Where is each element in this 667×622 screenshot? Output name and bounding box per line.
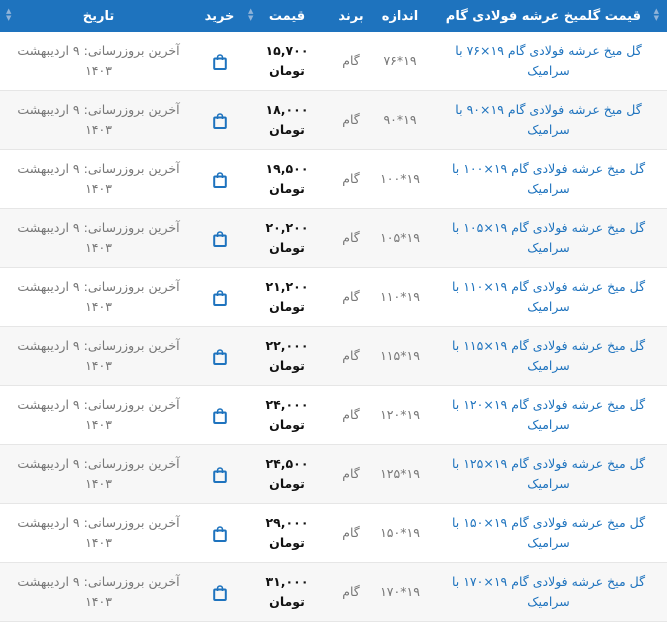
buy-button[interactable] xyxy=(197,503,242,563)
product-link[interactable]: گل میخ عرشه فولادی گام ۱۹×۱۵۰ با سرامیک xyxy=(430,503,667,563)
buy-button[interactable] xyxy=(197,562,242,622)
size-cell: ۱۹*۱۰۵ xyxy=(370,208,430,268)
date-cell: آخرین بروزرسانی: ۹ اردیبهشت ۱۴۰۳ xyxy=(0,326,197,386)
shopping-bag-icon xyxy=(212,584,227,601)
column-header-price[interactable]: ▲ ▼ قیمت xyxy=(242,0,332,32)
price-cell: ۲۲,۰۰۰ تومان xyxy=(242,326,332,386)
product-link[interactable]: گل میخ عرشه فولادی گام ۱۹×۱۲۰ با سرامیک xyxy=(430,385,667,445)
product-link[interactable]: گل میخ عرشه فولادی گام ۱۹×۱۲۵ با سرامیک xyxy=(430,444,667,504)
shopping-bag-icon xyxy=(212,525,227,542)
date-cell: آخرین بروزرسانی: ۹ اردیبهشت ۱۴۰۳ xyxy=(0,267,197,327)
price-cell: ۲۹,۰۰۰ تومان xyxy=(242,503,332,563)
table-row: گل میخ عرشه فولادی گام ۱۹×۱۰۵ با سرامیک … xyxy=(0,208,667,268)
brand-cell: گام xyxy=(332,444,370,504)
size-cell: ۱۹*۱۱۵ xyxy=(370,326,430,386)
product-link[interactable]: گل میخ عرشه فولادی گام ۱۹×۱۱۰ با سرامیک xyxy=(430,267,667,327)
date-cell: آخرین بروزرسانی: ۹ اردیبهشت ۱۴۰۳ xyxy=(0,149,197,209)
buy-button[interactable] xyxy=(197,326,242,386)
product-link[interactable]: گل میخ عرشه فولادی گام ۱۹×۱۷۰ با سرامیک xyxy=(430,562,667,622)
column-header-name[interactable]: ▲ ▼ قیمت گلمیخ عرشه فولادی گام xyxy=(430,0,667,32)
table-row: گل میخ عرشه فولادی گام ۱۹×۱۱۵ با سرامیک … xyxy=(0,326,667,386)
brand-cell: گام xyxy=(332,562,370,622)
size-cell: ۱۹*۱۵۰ xyxy=(370,503,430,563)
price-cell: ۱۹,۵۰۰ تومان xyxy=(242,149,332,209)
buy-button[interactable] xyxy=(197,90,242,150)
column-header-brand[interactable]: برند xyxy=(332,0,370,32)
date-cell: آخرین بروزرسانی: ۹ اردیبهشت ۱۴۰۳ xyxy=(0,385,197,445)
price-cell: ۲۰,۲۰۰ تومان xyxy=(242,208,332,268)
sort-icon: ▲ ▼ xyxy=(6,7,12,22)
table-row: گل میخ عرشه فولادی گام ۱۹×۱۵۰ با سرامیک … xyxy=(0,503,667,563)
brand-cell: گام xyxy=(332,503,370,563)
size-cell: ۱۹*۱۷۰ xyxy=(370,562,430,622)
sort-icon: ▲ ▼ xyxy=(248,7,254,22)
buy-button[interactable] xyxy=(197,149,242,209)
brand-cell: گام xyxy=(332,267,370,327)
size-cell: ۱۹*۷۶ xyxy=(370,32,430,91)
brand-cell: گام xyxy=(332,385,370,445)
brand-cell: گام xyxy=(332,90,370,150)
brand-cell: گام xyxy=(332,32,370,91)
product-link[interactable]: گل میخ عرشه فولادی گام ۱۹×۹۰ با سرامیک xyxy=(430,90,667,150)
brand-cell: گام xyxy=(332,208,370,268)
column-header-date[interactable]: ▲ ▼ تاریخ xyxy=(0,0,197,32)
buy-button[interactable] xyxy=(197,208,242,268)
table-row: گل میخ عرشه فولادی گام ۱۹×۷۶ با سرامیک ۱… xyxy=(0,32,667,91)
column-header-buy: خرید xyxy=(197,0,242,32)
shopping-bag-icon xyxy=(212,230,227,247)
brand-cell: گام xyxy=(332,326,370,386)
table-row: گل میخ عرشه فولادی گام ۱۹×۱۲۰ با سرامیک … xyxy=(0,385,667,445)
price-cell: ۲۴,۰۰۰ تومان xyxy=(242,385,332,445)
size-cell: ۱۹*۱۰۰ xyxy=(370,149,430,209)
product-link[interactable]: گل میخ عرشه فولادی گام ۱۹×۱۱۵ با سرامیک xyxy=(430,326,667,386)
shopping-bag-icon xyxy=(212,53,227,70)
shopping-bag-icon xyxy=(212,466,227,483)
date-cell: آخرین بروزرسانی: ۹ اردیبهشت ۱۴۰۳ xyxy=(0,208,197,268)
product-link[interactable]: گل میخ عرشه فولادی گام ۱۹×۷۶ با سرامیک xyxy=(430,32,667,91)
shopping-bag-icon xyxy=(212,407,227,424)
size-cell: ۱۹*۱۲۰ xyxy=(370,385,430,445)
buy-button[interactable] xyxy=(197,385,242,445)
shopping-bag-icon xyxy=(212,348,227,365)
column-header-size[interactable]: اندازه xyxy=(370,0,430,32)
price-cell: ۳۱,۰۰۰ تومان xyxy=(242,562,332,622)
date-cell: آخرین بروزرسانی: ۹ اردیبهشت ۱۴۰۳ xyxy=(0,444,197,504)
date-cell: آخرین بروزرسانی: ۹ اردیبهشت ۱۴۰۳ xyxy=(0,503,197,563)
shopping-bag-icon xyxy=(212,171,227,188)
buy-button[interactable] xyxy=(197,32,242,91)
table-row: گل میخ عرشه فولادی گام ۱۹×۱۰۰ با سرامیک … xyxy=(0,149,667,209)
sort-icon: ▲ ▼ xyxy=(653,7,659,22)
size-cell: ۱۹*۱۲۵ xyxy=(370,444,430,504)
shopping-bag-icon xyxy=(212,112,227,129)
brand-cell: گام xyxy=(332,149,370,209)
product-link[interactable]: گل میخ عرشه فولادی گام ۱۹×۱۰۰ با سرامیک xyxy=(430,149,667,209)
table-row: گل میخ عرشه فولادی گام ۱۹×۱۷۰ با سرامیک … xyxy=(0,562,667,622)
date-cell: آخرین بروزرسانی: ۹ اردیبهشت ۱۴۰۳ xyxy=(0,32,197,91)
date-cell: آخرین بروزرسانی: ۹ اردیبهشت ۱۴۰۳ xyxy=(0,90,197,150)
table-row: گل میخ عرشه فولادی گام ۱۹×۱۱۰ با سرامیک … xyxy=(0,267,667,327)
buy-button[interactable] xyxy=(197,444,242,504)
table-row: گل میخ عرشه فولادی گام ۱۹×۹۰ با سرامیک ۱… xyxy=(0,90,667,150)
price-cell: ۲۱,۲۰۰ تومان xyxy=(242,267,332,327)
table-header: ▲ ▼ قیمت گلمیخ عرشه فولادی گام اندازه برند… xyxy=(0,0,667,32)
buy-button[interactable] xyxy=(197,267,242,327)
size-cell: ۱۹*۱۱۰ xyxy=(370,267,430,327)
price-cell: ۲۴,۵۰۰ تومان xyxy=(242,444,332,504)
price-cell: ۱۵,۷۰۰ تومان xyxy=(242,32,332,91)
product-link[interactable]: گل میخ عرشه فولادی گام ۱۹×۱۰۵ با سرامیک xyxy=(430,208,667,268)
shopping-bag-icon xyxy=(212,289,227,306)
price-cell: ۱۸,۰۰۰ تومان xyxy=(242,90,332,150)
size-cell: ۱۹*۹۰ xyxy=(370,90,430,150)
table-row: گل میخ عرشه فولادی گام ۱۹×۱۲۵ با سرامیک … xyxy=(0,444,667,504)
date-cell: آخرین بروزرسانی: ۹ اردیبهشت ۱۴۰۳ xyxy=(0,562,197,622)
